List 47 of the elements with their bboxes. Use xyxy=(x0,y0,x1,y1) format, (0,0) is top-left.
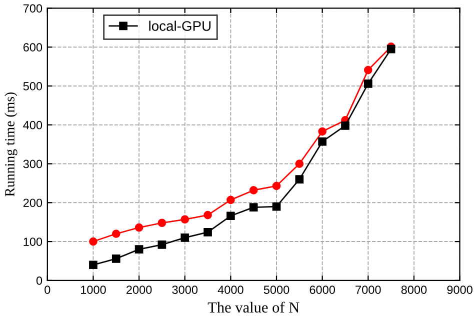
point xyxy=(134,245,144,254)
point xyxy=(386,44,396,54)
point xyxy=(318,127,326,136)
x-tick-label: 2000 xyxy=(126,286,152,294)
y-tick-label: 100 xyxy=(24,238,42,246)
y-tick-label: 600 xyxy=(23,43,42,52)
point xyxy=(180,215,190,224)
x-tick-label: 6000 xyxy=(310,286,335,294)
y-axis-title: Running time (ms) xyxy=(4,92,18,196)
point xyxy=(226,212,235,220)
point xyxy=(226,196,235,204)
y-tick-label: 200 xyxy=(23,198,42,208)
x-tick-label: 1000 xyxy=(80,286,106,294)
x-tick-label: 5000 xyxy=(264,286,290,294)
point xyxy=(295,160,304,168)
point xyxy=(89,237,98,246)
point xyxy=(364,66,372,74)
y-tick-label: 0 xyxy=(36,276,42,285)
point xyxy=(272,202,281,211)
point xyxy=(295,175,304,184)
x-tick-label: 0 xyxy=(44,286,50,294)
point xyxy=(204,228,212,236)
point xyxy=(341,121,350,130)
point xyxy=(158,218,166,228)
x-tick-label: 3000 xyxy=(172,286,198,294)
y-tick-label: 300 xyxy=(23,160,42,168)
point xyxy=(364,79,372,88)
point xyxy=(158,240,166,249)
x-tick-label: 4000 xyxy=(218,286,244,294)
x-tick-label: 7000 xyxy=(356,286,381,294)
point xyxy=(112,230,120,238)
point xyxy=(318,137,326,146)
x-tick-label: 9000 xyxy=(447,286,472,294)
y-tick-label: 700 xyxy=(23,4,42,13)
point xyxy=(112,254,120,263)
x-tick-label: 8000 xyxy=(401,286,427,294)
point xyxy=(249,203,258,212)
point xyxy=(249,186,258,194)
point xyxy=(180,233,190,242)
y-tick-label: 500 xyxy=(23,82,42,90)
y-tick-label: 400 xyxy=(23,120,42,130)
point xyxy=(272,182,281,190)
legend-label: local-GPU xyxy=(149,20,210,31)
x-axis-title: The value of N xyxy=(208,302,300,313)
point xyxy=(134,223,144,232)
point xyxy=(204,210,212,220)
point xyxy=(89,260,98,270)
